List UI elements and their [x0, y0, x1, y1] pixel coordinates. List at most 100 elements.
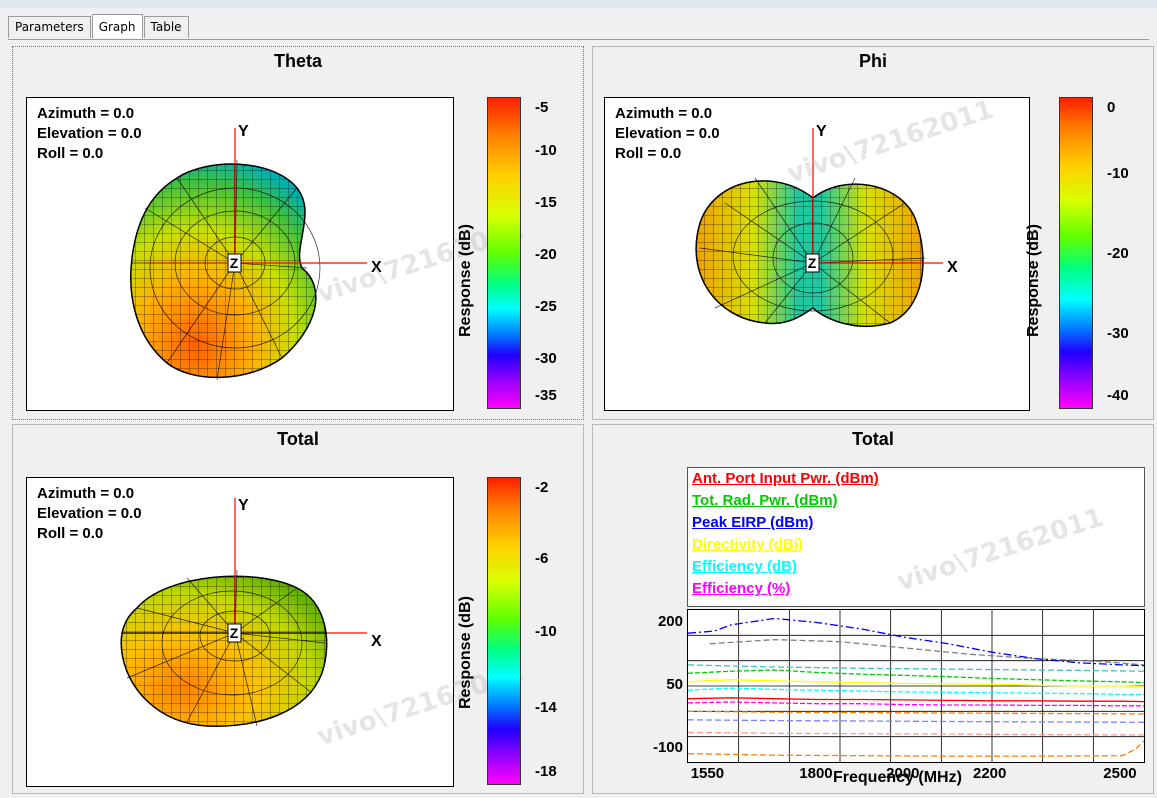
total-tick: -2 [535, 479, 549, 496]
orientation-readout: Azimuth = 0.0 Elevation = 0.0 Roll = 0.0 [615, 104, 720, 164]
chart-legend: Ant. Port Input Pwr. (dBm) Tot. Rad. Pwr… [687, 467, 1145, 607]
phi-panel[interactable]: Phi Azimuth = 0.0 Elevation = 0.0 Roll =… [592, 46, 1154, 420]
extra-trace [709, 638, 1144, 666]
total-tick: -10 [535, 623, 557, 640]
extra-trace [688, 719, 1144, 723]
total-tick: -6 [535, 550, 549, 567]
theta-colorbar-label: Response (dB) [457, 224, 474, 337]
legend-entry: Efficiency (%) [692, 580, 791, 597]
phi-tick: -10 [1107, 165, 1129, 182]
legend-entry: Directivity (dBi) [692, 536, 803, 553]
theta-3d-plot[interactable]: Azimuth = 0.0 Elevation = 0.0 Roll = 0.0 [26, 97, 454, 411]
roll-readout: Roll = 0.0 [37, 525, 104, 542]
phi-colorbar-ticks: 0 -10 -20 -30 -40 [1107, 97, 1147, 407]
azimuth-readout: Azimuth = 0.0 [37, 105, 135, 122]
theta-axes [147, 128, 367, 264]
extra-trace [688, 664, 1144, 672]
phi-tick: -40 [1107, 387, 1129, 404]
x-tick-label: 1550 [690, 765, 725, 782]
roll-readout: Roll = 0.0 [615, 145, 682, 162]
total-colorbar-label: Response (dB) [457, 596, 474, 709]
total-colorbar [487, 477, 521, 785]
theta-tick: -25 [535, 298, 557, 315]
roll-readout: Roll = 0.0 [37, 145, 104, 162]
extra-trace [688, 710, 1144, 715]
phi-y-label: Y [816, 123, 827, 140]
azimuth-readout: Azimuth = 0.0 [615, 105, 713, 122]
theta-tick: -30 [535, 350, 557, 367]
total-tick: -18 [535, 763, 557, 780]
extra-trace [688, 740, 1144, 757]
series-line [688, 697, 1144, 703]
x-tick-label: 1800 [799, 765, 833, 782]
phi-axes [812, 128, 943, 264]
total-colorbar-ticks: -2 -6 -10 -14 -18 [535, 477, 575, 783]
theta-colorbar-ticks: -5 -10 -15 -20 -25 -30 -35 [535, 97, 575, 407]
theta-tick: -35 [535, 387, 557, 404]
series-line [688, 701, 1144, 707]
window-top-strip [0, 0, 1157, 8]
total-z-label: Z [230, 625, 239, 641]
total-3d-title: Total [277, 429, 319, 449]
theta-tick: -15 [535, 194, 557, 211]
phi-title: Phi [858, 51, 887, 71]
x-axis-label: Frequency (MHz) [833, 769, 962, 786]
theta-tick: -20 [535, 246, 557, 263]
theta-y-label: Y [238, 123, 249, 140]
elevation-readout: Elevation = 0.0 [37, 125, 142, 142]
theta-z-label: Z [230, 255, 239, 271]
theta-pattern-svg: Z Y X [130, 123, 382, 381]
series-line [688, 617, 1144, 667]
legend-entry: Ant. Port Input Pwr. (dBm) [692, 470, 879, 487]
total-2d-title: Total [852, 429, 894, 449]
phi-tick: -20 [1107, 245, 1129, 262]
total-2d-panel[interactable]: Total Ant. Port Input Pwr. (dBm) Tot. Ra… [592, 424, 1154, 794]
x-tick-label: 2000 [886, 765, 920, 782]
phi-pattern-svg: Z Y X [695, 123, 958, 327]
tab-divider [8, 39, 1149, 40]
total-tick: -14 [535, 699, 557, 716]
theta-tick: -5 [535, 99, 549, 116]
theta-x-label: X [371, 259, 382, 276]
series-line [688, 669, 1144, 684]
series-line [688, 687, 1144, 696]
tab-parameters[interactable]: Parameters [8, 16, 91, 38]
x-tick-label: 2500 [1103, 765, 1137, 782]
legend-entry: Tot. Rad. Pwr. (dBm) [692, 492, 838, 509]
orientation-readout: Azimuth = 0.0 Elevation = 0.0 Roll = 0.0 [37, 104, 142, 164]
theta-panel[interactable]: Theta Azimuth = 0.0 Elevation = 0.0 Roll… [12, 46, 584, 420]
tab-table[interactable]: Table [143, 16, 189, 38]
series-line [688, 679, 1144, 688]
tab-graph[interactable]: Graph [91, 14, 143, 38]
total-pattern-svg: Z Y X [120, 497, 382, 727]
phi-tick: -30 [1107, 325, 1129, 342]
y-tick-label: 50 [666, 676, 683, 693]
phi-colorbar-label: Response (dB) [1025, 224, 1042, 337]
frequency-chart[interactable] [687, 609, 1145, 763]
y-tick-label: -100 [652, 739, 683, 757]
phi-3d-plot[interactable]: Azimuth = 0.0 Elevation = 0.0 Roll = 0.0 [604, 97, 1030, 411]
extra-trace [688, 731, 1144, 736]
phi-tick: 0 [1107, 99, 1116, 116]
total-axes [234, 498, 367, 634]
elevation-readout: Elevation = 0.0 [37, 505, 142, 522]
orientation-readout: Azimuth = 0.0 Elevation = 0.0 Roll = 0.0 [37, 484, 142, 544]
total-x-label: X [371, 633, 382, 650]
x-tick-label: 2200 [973, 765, 1007, 782]
y-tick-label: 200 [657, 612, 683, 630]
phi-z-label: Z [808, 255, 817, 271]
phi-x-label: X [947, 259, 958, 276]
legend-entry: Peak EIRP (dBm) [692, 514, 814, 531]
theta-tick: -10 [535, 142, 557, 159]
phi-colorbar [1059, 97, 1093, 409]
total-y-label: Y [238, 497, 249, 514]
legend-entry: Efficiency (dB) [692, 558, 798, 575]
theta-title: Theta [273, 51, 322, 71]
elevation-readout: Elevation = 0.0 [615, 125, 720, 142]
frequency-chart-svg [688, 610, 1144, 762]
tab-bar: Parameters Graph Table [8, 12, 190, 38]
total-3d-panel[interactable]: Total Azimuth = 0.0 Elevation = 0.0 Roll… [12, 424, 584, 794]
azimuth-readout: Azimuth = 0.0 [37, 485, 135, 502]
theta-colorbar [487, 97, 521, 409]
total-3d-plot[interactable]: Azimuth = 0.0 Elevation = 0.0 Roll = 0.0 [26, 477, 454, 787]
